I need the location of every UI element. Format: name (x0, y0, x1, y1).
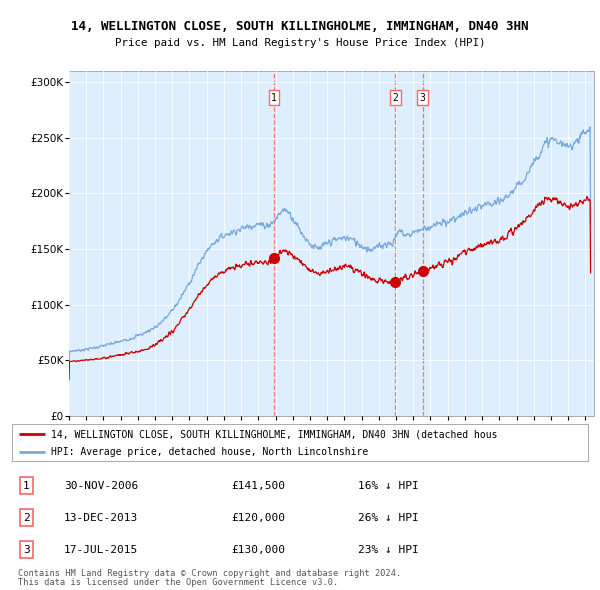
Text: 1: 1 (23, 481, 30, 490)
Text: 14, WELLINGTON CLOSE, SOUTH KILLINGHOLME, IMMINGHAM, DN40 3HN: 14, WELLINGTON CLOSE, SOUTH KILLINGHOLME… (71, 20, 529, 33)
Text: 3: 3 (23, 545, 30, 555)
Text: HPI: Average price, detached house, North Lincolnshire: HPI: Average price, detached house, Nort… (51, 447, 368, 457)
Text: 3: 3 (419, 93, 425, 103)
Text: 2: 2 (392, 93, 398, 103)
Text: 26% ↓ HPI: 26% ↓ HPI (358, 513, 418, 523)
Text: Contains HM Land Registry data © Crown copyright and database right 2024.: Contains HM Land Registry data © Crown c… (18, 569, 401, 578)
Text: 14, WELLINGTON CLOSE, SOUTH KILLINGHOLME, IMMINGHAM, DN40 3HN (detached hous: 14, WELLINGTON CLOSE, SOUTH KILLINGHOLME… (51, 430, 497, 439)
Text: £130,000: £130,000 (231, 545, 285, 555)
Text: 13-DEC-2013: 13-DEC-2013 (64, 513, 138, 523)
Text: 1: 1 (271, 93, 277, 103)
Text: Price paid vs. HM Land Registry's House Price Index (HPI): Price paid vs. HM Land Registry's House … (115, 38, 485, 48)
Text: £141,500: £141,500 (231, 481, 285, 490)
Text: 30-NOV-2006: 30-NOV-2006 (64, 481, 138, 490)
Text: 17-JUL-2015: 17-JUL-2015 (64, 545, 138, 555)
Text: This data is licensed under the Open Government Licence v3.0.: This data is licensed under the Open Gov… (18, 578, 338, 588)
Text: 23% ↓ HPI: 23% ↓ HPI (358, 545, 418, 555)
Text: 16% ↓ HPI: 16% ↓ HPI (358, 481, 418, 490)
Text: £120,000: £120,000 (231, 513, 285, 523)
Text: 2: 2 (23, 513, 30, 523)
